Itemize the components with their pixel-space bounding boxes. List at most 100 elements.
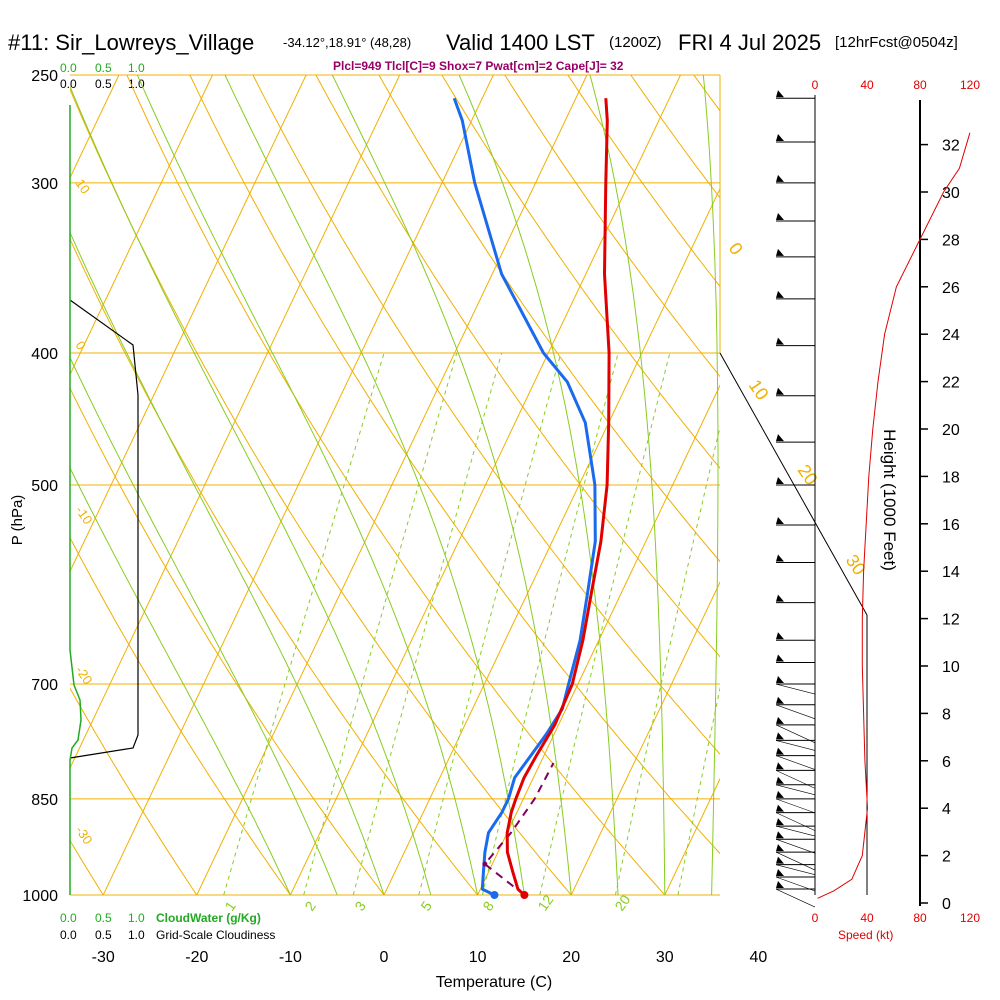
temperature-tick-label: 30 xyxy=(656,949,674,966)
moist-adiabat xyxy=(458,75,619,895)
height-tick-label: 2 xyxy=(942,849,951,866)
station-title: #11: Sir_Lowreys_Village xyxy=(8,30,254,55)
dry-adiabat xyxy=(126,75,666,895)
height-tick-label: 24 xyxy=(942,327,960,344)
cloud-tick: 1.0 xyxy=(128,61,145,75)
mixing-ratio-line xyxy=(418,352,562,895)
height-tick-label: 20 xyxy=(942,422,960,439)
height-tick-label: 32 xyxy=(942,138,960,155)
dry-adiabat xyxy=(189,75,720,855)
pressure-tick-label: 850 xyxy=(31,792,58,809)
wind-barb-flag xyxy=(776,387,784,395)
moist-adiabat xyxy=(70,231,385,895)
height-axis-label: Height (1000 Feet) xyxy=(880,429,899,571)
cloudiness-outline xyxy=(69,299,139,759)
cloud-tick: 0.0 xyxy=(60,77,77,91)
moist-adiabat xyxy=(702,75,719,895)
panel-diagonal xyxy=(719,352,868,616)
station-coords: -34.12°,18.91° (48,28) xyxy=(283,35,411,50)
wind-barb-flag xyxy=(776,844,784,852)
temperature-tick-label: -10 xyxy=(279,949,302,966)
profiles xyxy=(452,97,611,899)
wind-barb-feather xyxy=(775,851,816,871)
isotherm-label: 30 xyxy=(842,551,870,579)
height-tick-label: 14 xyxy=(942,564,960,581)
speed-tick-label: 0 xyxy=(812,911,819,925)
isotherm-label: 10 xyxy=(73,176,94,196)
height-tick-label: 8 xyxy=(942,706,951,723)
height-tick-label: 12 xyxy=(942,612,960,629)
wind-barb-flag xyxy=(776,337,784,345)
temperature-tick-label: 0 xyxy=(380,949,389,966)
cloudwater-profile xyxy=(69,105,82,895)
wind-barb-feather xyxy=(775,812,816,831)
wind-barb-feather xyxy=(775,704,816,720)
lcl-marker xyxy=(482,861,488,867)
height-tick-label: 0 xyxy=(942,896,951,913)
wind-barb-flag xyxy=(776,632,784,640)
wind-barb-flag xyxy=(776,856,784,864)
stability-indices: Plcl=949 Tlcl[C]=9 Shox=7 Pwat[cm]=2 Cap… xyxy=(333,59,624,73)
height-tick-label: 4 xyxy=(942,801,951,818)
moist-adiabat xyxy=(589,75,666,895)
wind-barb-feather xyxy=(775,798,816,814)
cloudwater-scale-top: 0.0 0.5 1.0 0.0 0.5 1.0 xyxy=(60,61,145,91)
speed-tick-label: 120 xyxy=(960,911,980,925)
height-tick-label: 28 xyxy=(942,232,960,249)
pressure-tick-label: 250 xyxy=(31,68,58,85)
speed-tick-label: 0 xyxy=(812,78,819,92)
mixing-ratio-line xyxy=(481,352,619,895)
moist-adiabat xyxy=(331,75,572,895)
wind-barb-flag xyxy=(776,762,784,770)
speed-tick-label: 120 xyxy=(960,78,980,92)
wind-height-panel: 0246810121416182022242628303200404080801… xyxy=(719,78,980,925)
wind-barb-flag xyxy=(776,477,784,484)
wind-barb-feather xyxy=(775,784,816,796)
dry-adiabat xyxy=(70,387,385,895)
cloud-tick: 1.0 xyxy=(128,911,145,925)
isobar-lines xyxy=(70,74,721,896)
pressure-axis: 250 300 400 500 700 850 1000 xyxy=(22,68,58,905)
isotherm-line xyxy=(0,75,25,895)
wind-barb-flag xyxy=(776,134,784,142)
mixing-ratio-label: 5 xyxy=(417,898,435,914)
dry-adiabat xyxy=(378,75,720,563)
isotherm-line xyxy=(477,384,720,895)
isotherm-line xyxy=(70,75,213,376)
wind-barb-flag xyxy=(776,747,784,755)
isotherm-label: 0 xyxy=(73,338,89,353)
wind-barb-feather xyxy=(775,683,816,695)
wind-speed-profile xyxy=(817,132,971,899)
wind-barb-feather xyxy=(775,740,816,751)
height-tick-label: 22 xyxy=(942,375,960,392)
wind-barb-feather xyxy=(775,825,816,837)
mixing-ratio-line xyxy=(303,352,458,895)
wind-barb-flag xyxy=(776,831,784,839)
wind-barb-flag xyxy=(776,804,784,812)
cloudwater-label: CloudWater (g/Kg) xyxy=(156,911,261,925)
isotherm-label: -20 xyxy=(73,663,96,687)
pressure-tick-label: 500 xyxy=(31,478,58,495)
isotherm-line xyxy=(70,75,307,573)
wind-barb-flag xyxy=(776,676,784,684)
wind-barb-flag xyxy=(776,517,784,525)
temperature-tick-label: 10 xyxy=(469,949,487,966)
height-tick-label: 6 xyxy=(942,754,951,771)
cloud-tick: 0.0 xyxy=(60,911,77,925)
dry-adiabat xyxy=(70,536,291,895)
cloud-tick: 0.0 xyxy=(60,928,77,942)
moist-adiabat xyxy=(136,75,479,895)
surface-temperature-dot xyxy=(520,891,529,899)
wind-barb-feather xyxy=(775,724,816,744)
temperature-tick-label: -30 xyxy=(92,949,115,966)
isotherm-label: 10 xyxy=(745,376,773,404)
pressure-tick-label: 700 xyxy=(31,677,58,694)
cloud-tick: 0.5 xyxy=(95,928,112,942)
mixing-ratio-line xyxy=(352,352,503,895)
speed-axis-label: Speed (kt) xyxy=(838,928,893,942)
height-tick-label: 18 xyxy=(942,469,960,486)
mixing-ratio-label: 2 xyxy=(301,898,319,914)
speed-tick-label: 80 xyxy=(913,78,927,92)
wind-barb-flag xyxy=(776,174,784,182)
